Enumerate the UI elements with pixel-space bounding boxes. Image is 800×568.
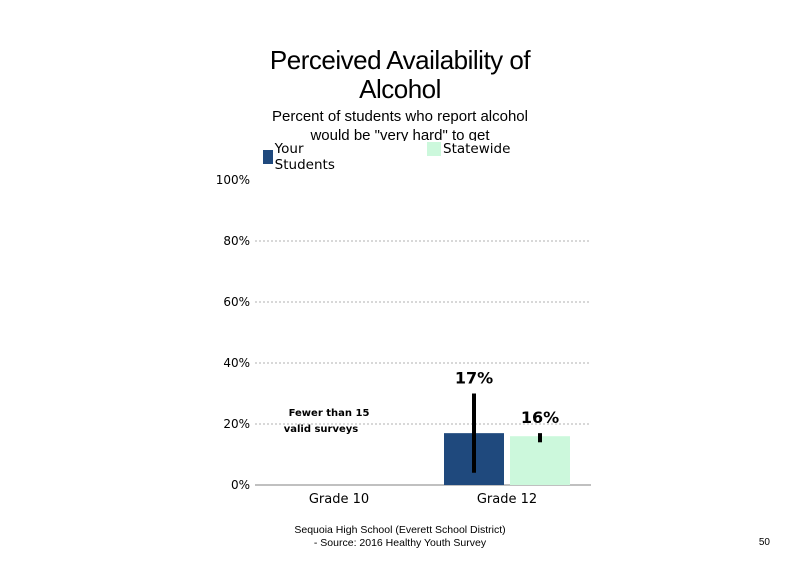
- chart-subtitle-line2: would be "very hard" to get: [310, 127, 490, 141]
- x-tick-label: Grade 10: [309, 492, 369, 507]
- footer: Sequoia High School (Everett School Dist…: [280, 524, 520, 550]
- footer-school: Sequoia High School (Everett School Dist…: [294, 524, 506, 536]
- legend-item-your-students: Your Students: [263, 141, 339, 173]
- footer-source: - Source: 2016 Healthy Youth Survey: [313, 537, 487, 549]
- annotation-line2: valid surveys: [284, 424, 359, 435]
- chart-title: Perceived Availability of Alcohol: [200, 46, 600, 104]
- legend-label-statewide: Statewide: [443, 141, 511, 157]
- y-tick-label: 0%: [231, 478, 250, 492]
- annotation-line1: Fewer than 15: [289, 408, 370, 419]
- y-tick-label: 40%: [223, 356, 250, 370]
- data-label: 17%: [455, 369, 493, 388]
- legend-item-statewide: Statewide: [427, 141, 510, 157]
- y-tick-label: 100%: [216, 173, 250, 187]
- chart-title-line2: Alcohol: [359, 74, 441, 104]
- legend-label-your-students: Your Students: [274, 141, 335, 173]
- chart-subtitle-line1: Percent of students who report alcohol: [272, 108, 528, 125]
- y-tick-label: 80%: [223, 234, 250, 248]
- chart-title-line1: Perceived Availability of: [269, 45, 531, 75]
- data-label: 16%: [521, 408, 559, 427]
- bar-statewide: [510, 436, 570, 485]
- page-number: 50: [758, 537, 770, 548]
- y-tick-label: 60%: [223, 295, 250, 309]
- y-tick-label: 20%: [223, 417, 250, 431]
- legend-swatch-statewide: [427, 142, 441, 156]
- x-tick-label: Grade 12: [477, 492, 537, 507]
- chart-subtitle: Percent of students who report alcohol w…: [230, 107, 570, 141]
- legend-swatch-your-students: [263, 150, 273, 164]
